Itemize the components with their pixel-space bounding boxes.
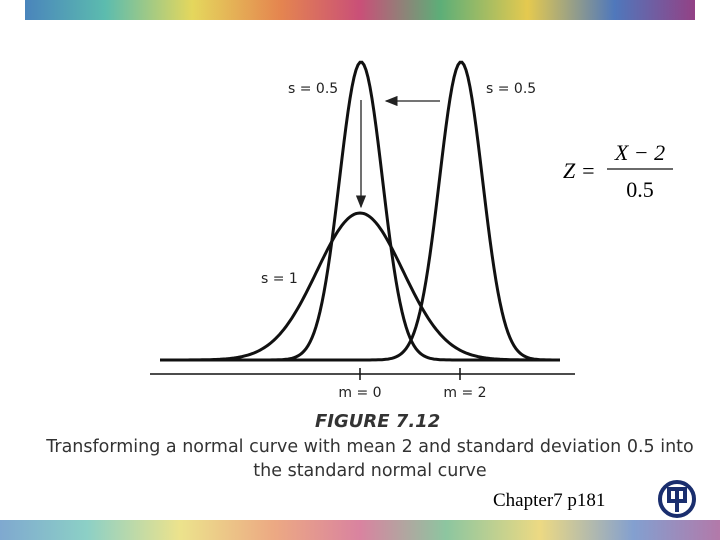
formula-numerator: X − 2 — [614, 140, 665, 165]
caption-line: the standard normal curve — [253, 461, 486, 481]
label: m = 2 — [443, 385, 486, 401]
curves — [160, 60, 560, 362]
curve — [160, 211, 560, 362]
page-ref: Chapter7 p181 — [493, 490, 605, 511]
caption-title: FIGURE 7.12 — [315, 411, 440, 432]
label: s = 1 — [261, 271, 298, 287]
bottom-band — [0, 520, 720, 540]
label: m = 0 — [338, 385, 381, 401]
formula-lhs: Z = — [563, 158, 596, 183]
curve — [160, 60, 560, 362]
caption-line: Transforming a normal curve with mean 2 … — [45, 437, 694, 457]
label: s = 0.5 — [288, 81, 338, 97]
logo — [658, 480, 696, 518]
formula-denominator: 0.5 — [626, 177, 654, 202]
label: s = 0.5 — [486, 81, 536, 97]
top-band — [25, 0, 695, 20]
curve — [160, 60, 560, 362]
